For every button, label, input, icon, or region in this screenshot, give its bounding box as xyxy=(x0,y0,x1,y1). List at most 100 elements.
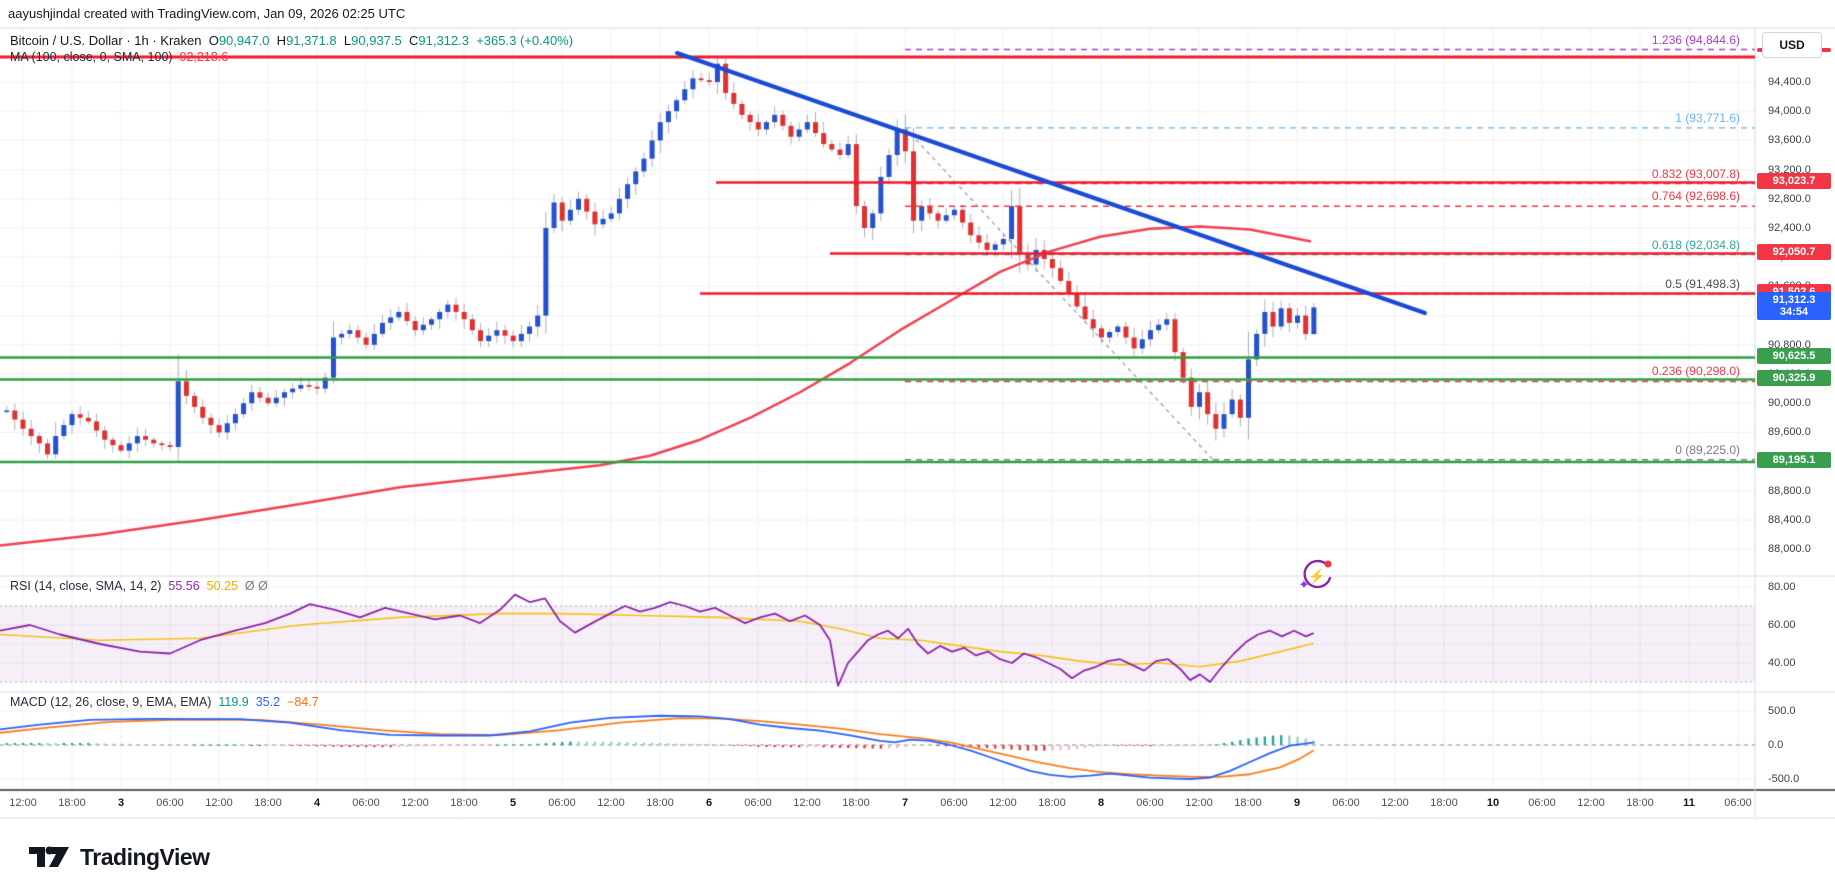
time-axis-tick: 06:00 xyxy=(548,797,576,809)
countdown-timer: 34:54 xyxy=(1779,306,1809,319)
rsi-extra: Ø Ø xyxy=(244,579,268,593)
price-axis-tick: 92,400.0 xyxy=(1768,222,1811,234)
fib-level-label: 0.764 (92,698.6) xyxy=(1651,189,1740,204)
time-axis-tick: 06:00 xyxy=(156,797,184,809)
credit-line: aayushjindal created with TradingView.co… xyxy=(8,6,406,21)
rsi-axis-tick: 40.00 xyxy=(1768,657,1796,669)
time-axis-tick: 18:00 xyxy=(450,797,478,809)
price-axis-badge: 92,050.7 xyxy=(1757,243,1831,260)
price-axis-badge: 90,625.5 xyxy=(1757,348,1831,365)
ohlc-close-value: 91,312.3 xyxy=(418,33,469,48)
price-axis-tick: 88,400.0 xyxy=(1768,514,1811,526)
price-axis-tick: 90,000.0 xyxy=(1768,397,1811,410)
price-axis-tick: 93,200.0 xyxy=(1768,163,1811,176)
macd-axis-tick: 500.0 xyxy=(1768,705,1796,717)
ohlc-open-value: 90,947.0 xyxy=(218,33,270,48)
rsi-axis-tick: 80.00 xyxy=(1768,581,1796,593)
fib-level-label: 0.236 (90,298.0) xyxy=(1651,364,1740,379)
time-axis-tick: 12:00 xyxy=(9,797,37,809)
price-axis-tick: 93,600.0 xyxy=(1768,134,1811,147)
time-axis-tick: 7 xyxy=(901,797,909,809)
tradingview-logo-text: TradingView xyxy=(80,843,210,870)
rsi-value: 55.56 xyxy=(168,579,200,593)
fib-level-label: 0.618 (92,034.8) xyxy=(1651,237,1740,252)
svg-text:⚡: ⚡ xyxy=(1308,568,1325,585)
time-axis-tick: 06:00 xyxy=(744,797,772,809)
svg-text:✦: ✦ xyxy=(1299,577,1310,592)
symbol-info-row[interactable]: Bitcoin / U.S. Dollar · 1h · Kraken O90,… xyxy=(10,33,573,48)
macd-label: MACD (12, 26, close, 9, EMA, EMA) xyxy=(10,695,212,709)
price-axis-tick: 94,400.0 xyxy=(1768,76,1811,88)
tradingview-logo-icon xyxy=(29,846,69,867)
price-axis-badge: 91,312.3 34:54 xyxy=(1757,292,1831,321)
time-axis-tick: 18:00 xyxy=(1038,797,1066,809)
time-axis-tick: 18:00 xyxy=(646,797,674,809)
time-axis-tick: 18:00 xyxy=(1430,797,1458,809)
macd-indicator-row[interactable]: MACD (12, 26, close, 9, EMA, EMA) 119.9 … xyxy=(10,695,319,709)
time-axis-tick: 06:00 xyxy=(1136,797,1164,809)
time-axis-tick: 12:00 xyxy=(793,797,821,809)
time-axis-tick: 12:00 xyxy=(1381,797,1409,809)
time-axis-tick: 06:00 xyxy=(1724,797,1752,809)
magic-sparkle-icon[interactable]: ⚡ ✦ xyxy=(1297,556,1337,596)
ohlc-close-label: C xyxy=(408,33,419,48)
time-axis-tick: 12:00 xyxy=(989,797,1017,809)
time-axis-tick: 6 xyxy=(705,797,713,809)
time-axis-tick: 4 xyxy=(313,797,321,809)
price-axis-tick: 92,800.0 xyxy=(1768,192,1811,205)
time-axis-tick: 18:00 xyxy=(1626,797,1654,809)
macd-line-value: 35.2 xyxy=(255,695,281,709)
ohlc-low-value: 90,937.5 xyxy=(351,33,402,48)
time-axis-tick: 12:00 xyxy=(205,797,233,809)
currency-toggle-button[interactable]: USD xyxy=(1762,32,1822,58)
time-axis-tick: 10 xyxy=(1486,797,1500,809)
ohlc-low-label: L xyxy=(343,33,352,48)
time-axis-tick: 18:00 xyxy=(254,797,282,809)
time-axis-tick: 18:00 xyxy=(842,797,870,809)
time-axis-tick: 12:00 xyxy=(597,797,625,809)
ma-value: 92,218.6 xyxy=(179,50,229,64)
price-axis-tick: 94,000.0 xyxy=(1768,105,1811,118)
fib-level-label: 0 (89,225.0) xyxy=(1675,442,1740,457)
fib-level-label: 1 (93,771.6) xyxy=(1675,110,1740,125)
time-axis-tick: 18:00 xyxy=(1234,797,1262,809)
time-axis-tick: 8 xyxy=(1097,797,1105,809)
fib-level-label: 1.236 (94,844.6) xyxy=(1651,32,1740,47)
price-axis-badge: 93,023.7 xyxy=(1757,172,1831,189)
price-axis-tick: 88,800.0 xyxy=(1768,484,1811,497)
ma-label: MA (100, close, 0, SMA, 100) xyxy=(10,50,173,64)
time-axis-tick: 5 xyxy=(509,797,517,809)
fib-level-label: 0.832 (93,007.8) xyxy=(1651,166,1740,181)
time-axis-tick: 9 xyxy=(1293,797,1301,809)
time-axis-tick: 06:00 xyxy=(1528,797,1556,809)
ohlc-high-label: H xyxy=(276,33,287,48)
time-axis-tick: 3 xyxy=(117,797,125,809)
macd-axis-tick: 0.0 xyxy=(1768,739,1784,751)
time-axis-tick: 18:00 xyxy=(58,797,86,809)
time-axis-tick: 12:00 xyxy=(401,797,429,809)
time-axis-tick: 06:00 xyxy=(1332,797,1360,809)
macd-hist-value: 119.9 xyxy=(218,695,249,709)
macd-signal-value: −84.7 xyxy=(287,695,319,709)
macd-axis-tick: -500.0 xyxy=(1768,773,1800,785)
symbol-title: Bitcoin / U.S. Dollar · 1h · Kraken xyxy=(10,33,202,48)
rsi-ma-value: 50.25 xyxy=(206,579,238,593)
rsi-label: RSI (14, close, SMA, 14, 2) xyxy=(10,579,162,593)
price-axis-tick: 89,600.0 xyxy=(1768,426,1811,439)
price-axis-badge: 90,325.9 xyxy=(1757,369,1831,386)
ohlc-high-value: 91,371.8 xyxy=(286,33,337,48)
rsi-axis-tick: 60.00 xyxy=(1768,619,1796,631)
fib-level-label: 0.5 (91,498.3) xyxy=(1665,276,1740,291)
price-axis-tick: 90,800.0 xyxy=(1768,338,1811,351)
tradingview-logo[interactable]: TradingView xyxy=(28,842,210,872)
price-axis-tick: 88,000.0 xyxy=(1768,543,1811,556)
time-axis-tick: 11 xyxy=(1683,797,1695,809)
ohlc-change-value: +365.3 (+0.40%) xyxy=(476,33,574,48)
time-axis-tick: 06:00 xyxy=(352,797,380,809)
rsi-indicator-row[interactable]: RSI (14, close, SMA, 14, 2) 55.56 50.25 … xyxy=(10,579,268,593)
ma-indicator-row[interactable]: MA (100, close, 0, SMA, 100) 92,218.6 xyxy=(10,50,228,64)
time-axis-tick: 12:00 xyxy=(1577,797,1605,809)
ohlc-open-label: O xyxy=(208,33,219,48)
